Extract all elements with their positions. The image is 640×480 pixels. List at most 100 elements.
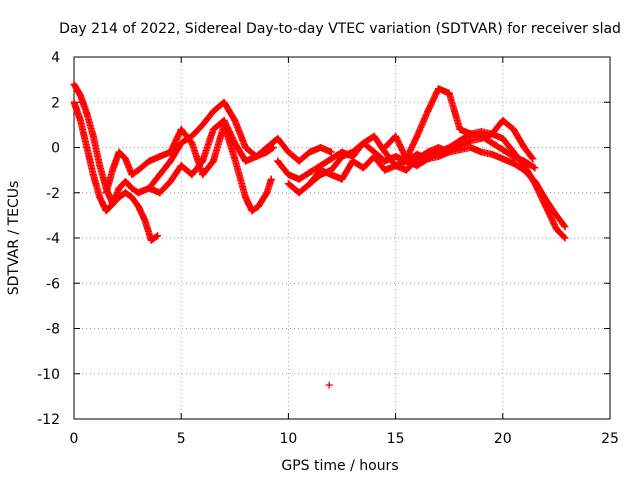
data-point: [499, 134, 507, 142]
data-point: [381, 166, 389, 174]
data-point: [76, 91, 84, 99]
data-point: [392, 162, 400, 170]
data-point: [220, 116, 228, 124]
data-point: [121, 177, 129, 185]
data-point: [263, 144, 271, 151]
data-point: [109, 200, 117, 208]
data-point: [76, 116, 84, 124]
data-point: [306, 168, 314, 176]
x-tick-label: 20: [494, 431, 512, 447]
data-point: [561, 234, 569, 242]
data-point: [156, 153, 164, 161]
data-point: [220, 98, 228, 106]
data-point: [488, 130, 496, 138]
y-tick-label: 0: [51, 141, 60, 157]
data-point: [370, 132, 378, 140]
y-tick-label: -10: [37, 367, 60, 383]
series-arc-a: [70, 80, 162, 244]
y-tick-label: 4: [51, 50, 60, 66]
data-point: [83, 110, 91, 118]
data-point: [467, 144, 475, 151]
data-point: [477, 134, 485, 142]
data-point: [456, 141, 464, 149]
data-point: [317, 171, 325, 179]
data-point: [145, 157, 153, 165]
data-point: [552, 211, 560, 219]
data-point: [128, 193, 136, 201]
data-point: [295, 157, 303, 165]
data-point: [209, 157, 217, 165]
x-tick-label: 10: [279, 431, 297, 447]
axis-ticks: 0 5 10 15 20 25 -12 -10 -8 -6 -4 -2 0 2 4: [37, 50, 619, 447]
data-point: [488, 150, 496, 158]
data-point: [499, 116, 507, 124]
data-point: [531, 180, 539, 188]
data-point: [477, 148, 485, 156]
series-track: [102, 121, 275, 215]
data-point: [295, 175, 303, 183]
data-point: [156, 171, 164, 179]
data-point: [510, 125, 518, 133]
data-point: [295, 189, 303, 197]
data-point: [121, 155, 129, 163]
data-point: [209, 125, 217, 133]
x-axis-label: GPS time / hours: [281, 458, 398, 474]
data-point: [467, 137, 475, 145]
data-point: [177, 162, 185, 170]
series-outlier: [325, 381, 333, 389]
data-point: [231, 116, 239, 124]
data-point: [338, 153, 346, 161]
data-point: [284, 180, 292, 188]
data-point: [145, 184, 153, 192]
y-tick-label: 2: [51, 95, 60, 111]
data-point: [499, 146, 507, 154]
data-point: [381, 144, 389, 151]
data-point: [128, 184, 136, 192]
data-point: [529, 155, 537, 163]
data-point: [349, 148, 357, 156]
data-point: [128, 171, 136, 179]
data-point: [510, 159, 518, 167]
data-point: [338, 175, 346, 183]
data-point: [248, 207, 256, 215]
data-point: [434, 153, 442, 161]
data-point: [424, 148, 432, 156]
data-point: [392, 132, 400, 140]
series-arc-c: [102, 121, 275, 215]
data-point: [156, 189, 164, 197]
data-point: [434, 144, 442, 151]
data-point: [552, 225, 560, 233]
data-point: [274, 134, 282, 142]
data-point: [134, 202, 142, 210]
data-point: [242, 144, 250, 151]
data-point: [317, 144, 325, 151]
data-point: [102, 207, 110, 215]
data-point: [199, 157, 207, 165]
chart-title: Day 214 of 2022, Sidereal Day-to-day VTE…: [59, 21, 621, 37]
data-point: [542, 202, 550, 210]
x-tick-label: 15: [387, 431, 405, 447]
x-tick-label: 0: [70, 431, 79, 447]
data-point: [70, 80, 78, 88]
data-point: [520, 162, 528, 170]
y-axis-label: SDTVAR / TECUs: [6, 181, 22, 296]
data-point: [141, 216, 149, 224]
data-point: [209, 107, 217, 115]
y-tick-label: -2: [46, 186, 60, 202]
data-point: [413, 162, 421, 170]
data-point: [306, 180, 314, 188]
data-point: [134, 189, 142, 197]
data-point: [306, 148, 314, 156]
data-point: [199, 171, 207, 179]
data-point: [424, 155, 432, 163]
data-point: [267, 175, 275, 183]
data-point: [70, 98, 78, 106]
data-point: [381, 157, 389, 165]
data-point: [252, 153, 260, 161]
data-point: [102, 189, 110, 197]
data-point: [477, 128, 485, 136]
data-point: [349, 157, 357, 165]
data-point: [520, 144, 528, 151]
data-points: [70, 80, 569, 389]
data-point: [89, 171, 97, 179]
